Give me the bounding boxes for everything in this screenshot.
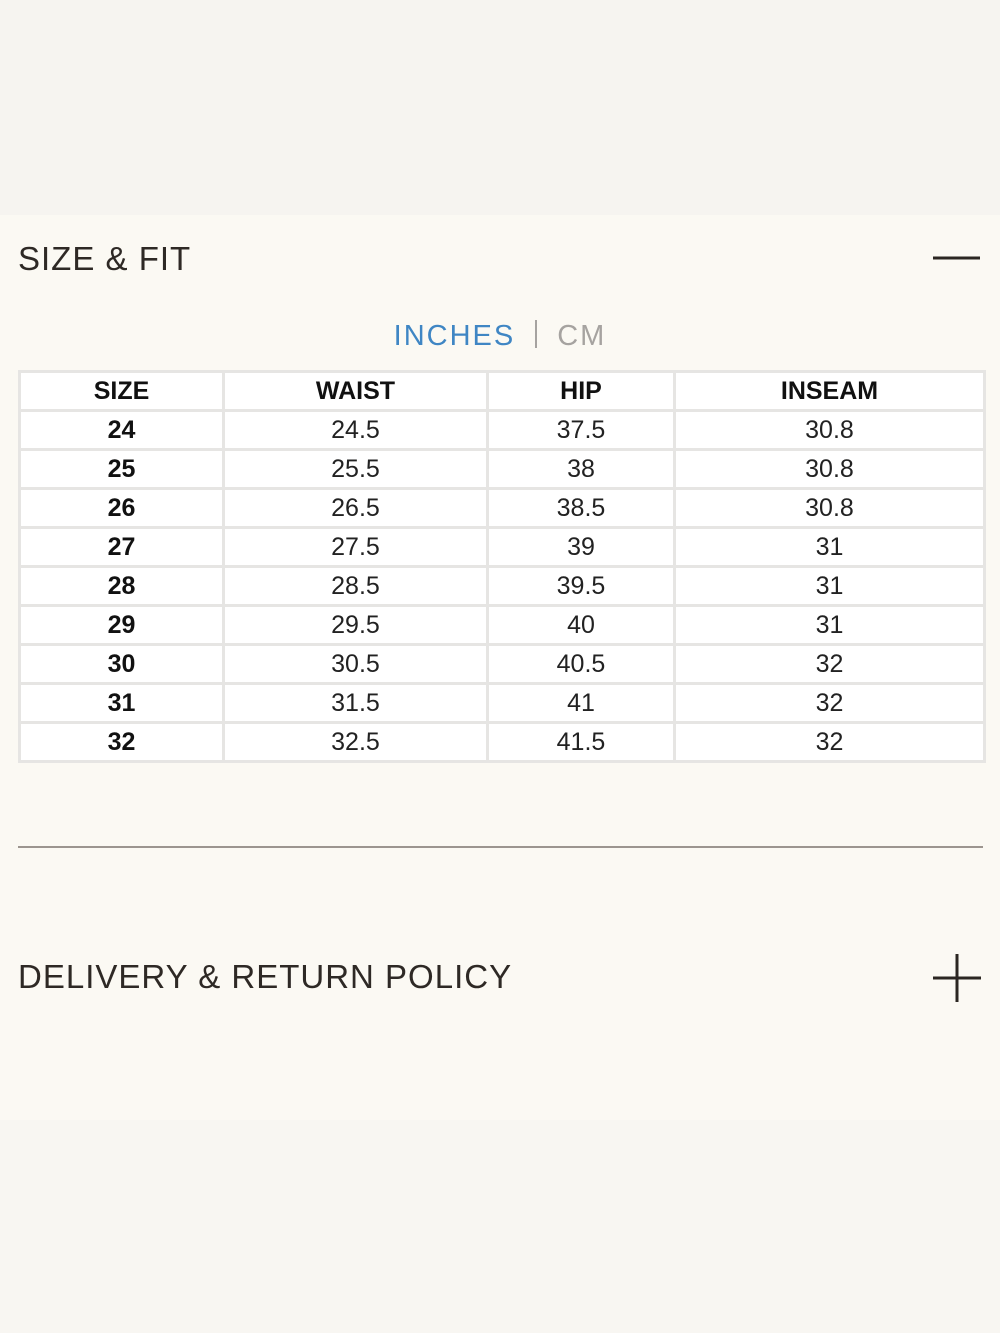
table-cell: 32 <box>673 721 986 763</box>
table-cell: 24 <box>18 409 225 451</box>
table-cell: 30.5 <box>222 643 489 685</box>
table-row: 24 24.5 37.5 30.8 <box>18 409 986 451</box>
table-cell: 31 <box>18 682 225 724</box>
divider <box>18 846 983 848</box>
table-cell: 32 <box>673 682 986 724</box>
table-cell: 40 <box>486 604 676 646</box>
unit-option[interactable]: INCHES <box>393 320 516 352</box>
table-cell: 31 <box>673 604 986 646</box>
table-cell: 31 <box>673 526 986 568</box>
background-band <box>0 1120 1000 1333</box>
table-row: 28 28.5 39.5 31 <box>18 565 986 607</box>
table-row: 26 26.5 38.5 30.8 <box>18 487 986 529</box>
table-cell: 38 <box>486 448 676 490</box>
table-cell: 32 <box>18 721 225 763</box>
table-cell: 39.5 <box>486 565 676 607</box>
table-row: 27 27.5 39 31 <box>18 526 986 568</box>
table-cell: 28.5 <box>222 565 489 607</box>
column-header: INSEAM <box>673 370 986 412</box>
table-cell: 39 <box>486 526 676 568</box>
column-header: SIZE <box>18 370 225 412</box>
table-cell: 27.5 <box>222 526 489 568</box>
table-cell: 30.8 <box>673 487 986 529</box>
table-body: 24 24.5 37.5 30.8 25 25.5 38 30.8 26 26.5 38.5 30.8… <box>18 409 986 763</box>
table-cell: 26.5 <box>222 487 489 529</box>
table-cell: 29 <box>18 604 225 646</box>
table-cell: 28 <box>18 565 225 607</box>
column-header: WAIST <box>222 370 489 412</box>
table-cell: 31 <box>673 565 986 607</box>
expand-icon[interactable] <box>930 952 985 1007</box>
collapse-icon[interactable] <box>930 245 985 275</box>
table-cell: 30.8 <box>673 409 986 451</box>
table-cell: 38.5 <box>486 487 676 529</box>
table-cell: 25 <box>18 448 225 490</box>
table-row: 25 25.5 38 30.8 <box>18 448 986 490</box>
column-header: HIP <box>486 370 676 412</box>
table-cell: 26 <box>18 487 225 529</box>
table-cell: 27 <box>18 526 225 568</box>
background-band <box>0 0 1000 215</box>
table-cell: 32.5 <box>222 721 489 763</box>
table-row: 29 29.5 40 31 <box>18 604 986 646</box>
table-cell: 29.5 <box>222 604 489 646</box>
table-cell: 30.8 <box>673 448 986 490</box>
table-cell: 25.5 <box>222 448 489 490</box>
table-row: 30 30.5 40.5 32 <box>18 643 986 685</box>
table-cell: 31.5 <box>222 682 489 724</box>
unit-toggle: INCHES CM <box>0 320 1000 353</box>
table-cell: 37.5 <box>486 409 676 451</box>
table-row: 31 31.5 41 32 <box>18 682 986 724</box>
table-cell: 30 <box>18 643 225 685</box>
table-cell: 41.5 <box>486 721 676 763</box>
table-cell: 41 <box>486 682 676 724</box>
table-cell: 32 <box>673 643 986 685</box>
separator <box>535 320 538 348</box>
table-cell: 40.5 <box>486 643 676 685</box>
section-title[interactable]: SIZE & FIT <box>18 240 192 277</box>
size-table: SIZE WAIST HIP INSEAM 24 24.5 37.5 30.8 25 25.5 3… <box>18 370 986 763</box>
table-cell: 24.5 <box>222 409 489 451</box>
table-row: 32 32.5 41.5 32 <box>18 721 986 763</box>
unit-option[interactable]: CM <box>557 320 607 352</box>
section-title[interactable]: DELIVERY & RETURN POLICY <box>18 958 513 995</box>
header-row: SIZE WAIST HIP INSEAM <box>18 370 986 412</box>
